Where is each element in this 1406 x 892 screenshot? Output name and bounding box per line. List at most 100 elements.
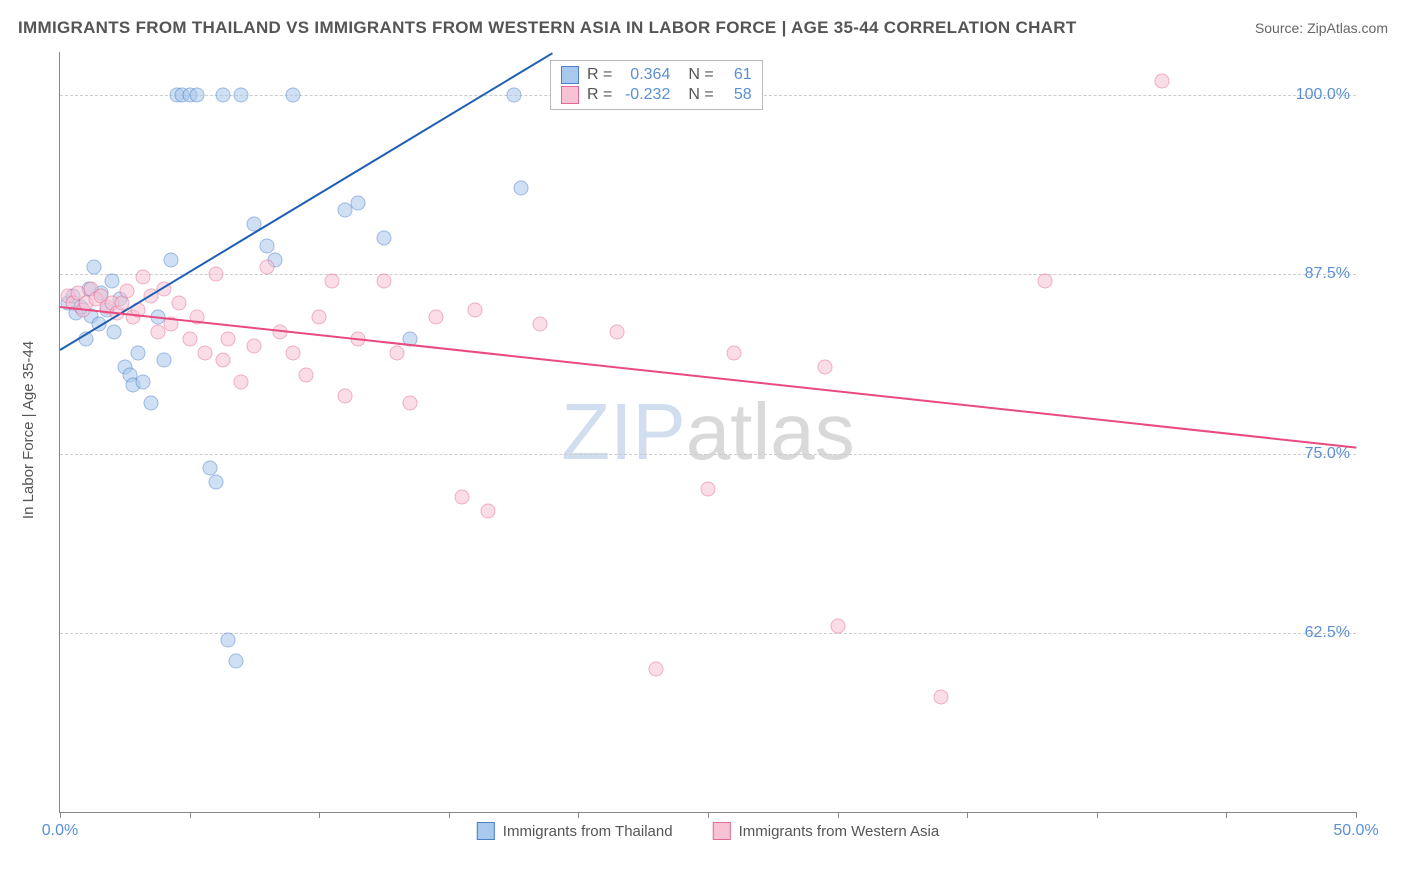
data-point (480, 503, 495, 518)
data-point (156, 353, 171, 368)
watermark: ZIPatlas (561, 386, 854, 478)
legend-item: Immigrants from Thailand (477, 822, 673, 840)
x-tick-label: 50.0% (1333, 822, 1378, 840)
x-tick (838, 812, 839, 818)
stat-r-label: R = (587, 86, 612, 104)
data-point (260, 260, 275, 275)
legend-label: Immigrants from Thailand (503, 823, 673, 840)
x-tick-label: 0.0% (42, 822, 78, 840)
x-tick (708, 812, 709, 818)
legend-label: Immigrants from Western Asia (739, 823, 940, 840)
data-point (377, 274, 392, 289)
data-point (107, 324, 122, 339)
data-point (377, 231, 392, 246)
data-point (402, 396, 417, 411)
stat-r-label: R = (587, 66, 612, 84)
source-attribution: Source: ZipAtlas.com (1255, 20, 1388, 36)
stats-box: R = 0.364 N = 61 R = -0.232 N = 58 (550, 60, 763, 110)
data-point (428, 310, 443, 325)
data-point (221, 331, 236, 346)
data-point (286, 346, 301, 361)
data-point (203, 460, 218, 475)
chart-title: IMMIGRANTS FROM THAILAND VS IMMIGRANTS F… (18, 18, 1077, 38)
data-point (190, 88, 205, 103)
title-bar: IMMIGRANTS FROM THAILAND VS IMMIGRANTS F… (18, 18, 1388, 38)
data-point (143, 396, 158, 411)
x-tick (967, 812, 968, 818)
data-point (229, 654, 244, 669)
data-point (389, 346, 404, 361)
data-point (514, 181, 529, 196)
x-tick (578, 812, 579, 818)
data-point (221, 632, 236, 647)
stat-r-value: -0.232 (620, 86, 670, 104)
data-point (338, 389, 353, 404)
data-point (86, 260, 101, 275)
stat-n-value: 61 (722, 66, 752, 84)
x-tick (190, 812, 191, 818)
stats-row: R = 0.364 N = 61 (561, 65, 752, 85)
data-point (135, 374, 150, 389)
watermark-part2: atlas (686, 387, 855, 476)
legend-swatch (477, 822, 495, 840)
data-point (286, 88, 301, 103)
y-tick-label: 100.0% (1296, 86, 1350, 104)
data-point (104, 274, 119, 289)
data-point (130, 346, 145, 361)
data-point (325, 274, 340, 289)
data-point (164, 252, 179, 267)
x-tick (1226, 812, 1227, 818)
legend-item: Immigrants from Western Asia (713, 822, 940, 840)
grid-line (60, 454, 1356, 455)
x-tick (449, 812, 450, 818)
data-point (299, 367, 314, 382)
data-point (247, 338, 262, 353)
grid-line (60, 274, 1356, 275)
data-point (182, 331, 197, 346)
data-point (234, 374, 249, 389)
data-point (198, 346, 213, 361)
x-tick (1097, 812, 1098, 818)
data-point (208, 267, 223, 282)
trend-line (60, 306, 1356, 449)
data-point (934, 690, 949, 705)
data-point (216, 353, 231, 368)
data-point (532, 317, 547, 332)
stat-n-label: N = (688, 86, 713, 104)
data-point (467, 303, 482, 318)
x-tick (60, 812, 61, 818)
stat-r-value: 0.364 (620, 66, 670, 84)
legend: Immigrants from Thailand Immigrants from … (477, 822, 939, 840)
series-swatch (561, 66, 579, 84)
legend-swatch (713, 822, 731, 840)
data-point (1037, 274, 1052, 289)
data-point (351, 195, 366, 210)
data-point (234, 88, 249, 103)
data-point (610, 324, 625, 339)
data-point (454, 489, 469, 504)
x-tick (319, 812, 320, 818)
grid-line (60, 633, 1356, 634)
data-point (172, 295, 187, 310)
data-point (726, 346, 741, 361)
data-point (817, 360, 832, 375)
plot-area: ZIPatlas 62.5%75.0%87.5%100.0%0.0%50.0%R… (59, 52, 1356, 813)
data-point (649, 661, 664, 676)
data-point (506, 88, 521, 103)
series-swatch (561, 86, 579, 104)
data-point (208, 475, 223, 490)
stat-n-value: 58 (722, 86, 752, 104)
stat-n-label: N = (688, 66, 713, 84)
x-tick (1356, 812, 1357, 818)
data-point (312, 310, 327, 325)
y-tick-label: 62.5% (1305, 624, 1350, 642)
data-point (701, 482, 716, 497)
watermark-part1: ZIP (561, 387, 685, 476)
data-point (120, 284, 135, 299)
y-axis-label: In Labor Force | Age 35-44 (20, 341, 37, 519)
y-tick-label: 87.5% (1305, 265, 1350, 283)
data-point (135, 270, 150, 285)
data-point (1154, 73, 1169, 88)
data-point (260, 238, 275, 253)
data-point (830, 618, 845, 633)
